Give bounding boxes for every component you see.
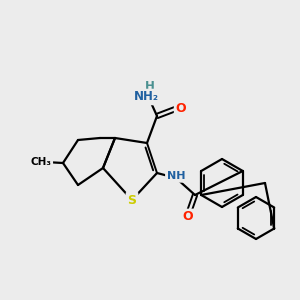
Text: O: O: [176, 101, 186, 115]
Text: O: O: [183, 211, 193, 224]
Text: S: S: [128, 194, 136, 206]
Text: NH₂: NH₂: [134, 91, 158, 103]
Text: CH₃: CH₃: [31, 157, 52, 167]
Text: H: H: [145, 80, 155, 94]
Text: NH: NH: [167, 171, 185, 181]
